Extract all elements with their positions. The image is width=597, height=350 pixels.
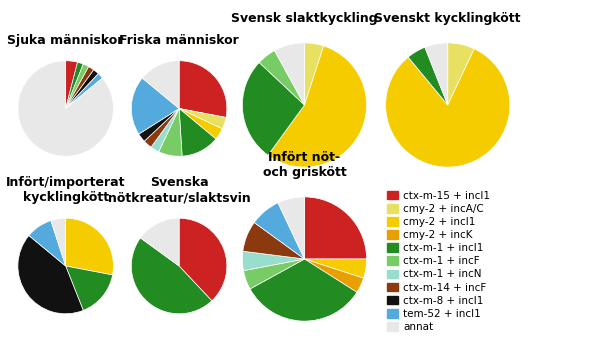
Wedge shape bbox=[304, 197, 367, 259]
Wedge shape bbox=[386, 49, 510, 167]
Wedge shape bbox=[179, 108, 216, 156]
Wedge shape bbox=[304, 259, 367, 278]
Wedge shape bbox=[139, 108, 179, 141]
Wedge shape bbox=[66, 74, 103, 108]
Wedge shape bbox=[66, 62, 83, 108]
Wedge shape bbox=[151, 108, 179, 152]
Wedge shape bbox=[179, 218, 227, 301]
Wedge shape bbox=[304, 43, 324, 105]
Title: Infört nöt-
och griskött: Infört nöt- och griskött bbox=[263, 150, 346, 178]
Legend: ctx-m-15 + incl1, cmy-2 + incA/C, cmy-2 + incl1, cmy-2 + incK, ctx-m-1 + incl1, : ctx-m-15 + incl1, cmy-2 + incA/C, cmy-2 … bbox=[387, 191, 490, 332]
Wedge shape bbox=[66, 218, 113, 275]
Wedge shape bbox=[259, 51, 304, 105]
Wedge shape bbox=[408, 47, 448, 105]
Wedge shape bbox=[179, 108, 226, 129]
Wedge shape bbox=[244, 259, 304, 289]
Wedge shape bbox=[66, 61, 78, 108]
Wedge shape bbox=[278, 197, 304, 259]
Wedge shape bbox=[66, 64, 89, 108]
Wedge shape bbox=[144, 108, 179, 147]
Wedge shape bbox=[66, 70, 99, 108]
Wedge shape bbox=[179, 61, 227, 118]
Wedge shape bbox=[179, 108, 222, 139]
Wedge shape bbox=[250, 259, 357, 321]
Wedge shape bbox=[131, 238, 212, 314]
Wedge shape bbox=[243, 223, 304, 259]
Wedge shape bbox=[18, 61, 113, 156]
Title: Svenskt kycklingkött: Svenskt kycklingkött bbox=[374, 12, 521, 24]
Wedge shape bbox=[448, 43, 474, 105]
Title: Friska människor: Friska människor bbox=[119, 34, 239, 47]
Title: Svenska
nötkreatur/slaktsvin: Svenska nötkreatur/slaktsvin bbox=[107, 176, 251, 204]
Wedge shape bbox=[131, 78, 179, 134]
Wedge shape bbox=[304, 259, 364, 292]
Wedge shape bbox=[66, 66, 94, 108]
Title: Svensk slaktkyckling: Svensk slaktkyckling bbox=[231, 12, 378, 24]
Wedge shape bbox=[425, 43, 448, 105]
Wedge shape bbox=[268, 46, 367, 167]
Wedge shape bbox=[254, 203, 304, 259]
Wedge shape bbox=[18, 236, 83, 314]
Wedge shape bbox=[275, 43, 304, 105]
Wedge shape bbox=[142, 61, 179, 108]
Wedge shape bbox=[159, 108, 182, 156]
Title: Sjuka människor: Sjuka människor bbox=[8, 34, 124, 47]
Wedge shape bbox=[66, 266, 113, 310]
Wedge shape bbox=[242, 63, 304, 155]
Wedge shape bbox=[140, 218, 179, 266]
Wedge shape bbox=[29, 220, 66, 266]
Wedge shape bbox=[242, 251, 304, 271]
Wedge shape bbox=[51, 218, 66, 266]
Title: Infört/importerat
kycklingkött: Infört/importerat kycklingkött bbox=[6, 176, 125, 204]
